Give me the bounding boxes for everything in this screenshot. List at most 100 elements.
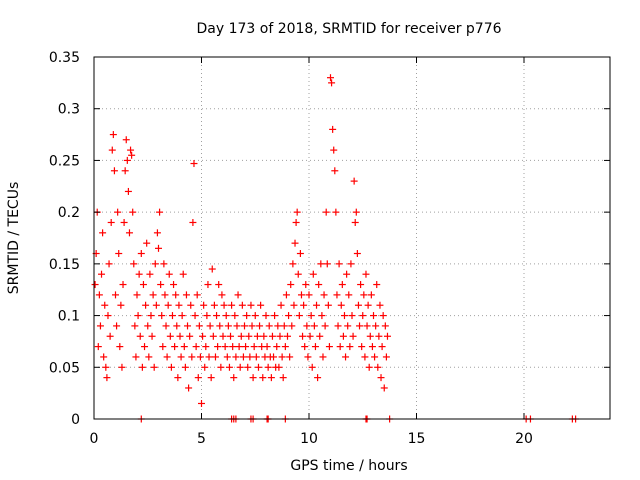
data-point (221, 343, 229, 351)
data-point (373, 281, 381, 289)
data-point (96, 322, 104, 330)
data-point (371, 353, 379, 361)
data-point (334, 322, 342, 330)
data-point (333, 291, 341, 299)
data-point (130, 260, 138, 268)
grid (94, 57, 610, 419)
data-point (139, 281, 147, 289)
data-point (144, 322, 152, 330)
data-point (370, 312, 377, 320)
data-point (185, 384, 193, 392)
data-point (196, 353, 204, 361)
data-point (213, 312, 221, 320)
data-point (194, 374, 202, 382)
data-point (308, 363, 316, 371)
data-point (241, 322, 248, 330)
data-point (288, 322, 296, 330)
data-point (101, 301, 109, 309)
data-point (267, 374, 275, 382)
data-point (271, 312, 279, 320)
data-point (356, 322, 364, 330)
data-point (184, 322, 192, 330)
data-point (372, 322, 380, 330)
data-point (206, 322, 214, 330)
data-point (251, 312, 259, 320)
data-point (297, 291, 305, 299)
data-point (133, 291, 141, 299)
data-point (180, 343, 188, 351)
data-point (201, 363, 209, 371)
x-tick-label: 5 (197, 431, 206, 447)
data-point (378, 343, 386, 351)
data-point (300, 301, 308, 309)
data-point (95, 291, 103, 299)
x-axis-label: GPS time / hours (290, 458, 407, 474)
data-point (151, 260, 159, 268)
data-point (243, 312, 251, 320)
data-point (171, 343, 179, 351)
data-point (128, 151, 136, 159)
data-point (253, 332, 261, 340)
y-axis-label: SRMTID / TECUs (6, 182, 22, 295)
data-point (216, 322, 224, 330)
data-point (199, 332, 207, 340)
data-point (91, 281, 99, 289)
data-point (303, 322, 311, 330)
data-point (299, 332, 307, 340)
data-point (136, 332, 144, 340)
data-point (316, 332, 324, 340)
data-point (304, 353, 312, 361)
data-point (202, 343, 210, 351)
data-point (109, 131, 117, 139)
data-point (278, 353, 286, 361)
data-point (296, 250, 304, 258)
data-point (165, 270, 173, 278)
data-point (325, 343, 333, 351)
data-point (343, 270, 351, 278)
data-point (105, 260, 113, 268)
data-point (166, 332, 174, 340)
data-point (228, 301, 236, 309)
data-point (162, 322, 170, 330)
data-point (118, 363, 126, 371)
data-point (336, 343, 344, 351)
data-point (200, 301, 208, 309)
data-point (291, 239, 299, 247)
data-point (158, 312, 166, 320)
data-point (242, 343, 250, 351)
data-point (137, 250, 145, 258)
data-point (192, 343, 200, 351)
data-point (235, 343, 243, 351)
data-point (163, 353, 171, 361)
data-point (309, 270, 317, 278)
data-point (234, 291, 242, 299)
data-point (193, 291, 201, 299)
data-point (335, 260, 343, 268)
data-point (319, 353, 327, 361)
data-point (150, 363, 158, 371)
data-point (275, 363, 283, 371)
data-point (168, 312, 176, 320)
plot-frame (93, 56, 611, 420)
data-point (164, 301, 172, 309)
data-point (99, 229, 107, 237)
data-point (176, 332, 184, 340)
data-point (222, 312, 230, 320)
data-point (98, 270, 106, 278)
data-point (327, 74, 334, 82)
data-point (110, 167, 118, 175)
data-point (157, 281, 165, 289)
data-point (191, 312, 199, 320)
data-point (146, 270, 154, 278)
data-point (215, 281, 223, 289)
data-point (264, 363, 272, 371)
data-point (227, 332, 235, 340)
data-point (346, 343, 354, 351)
data-point (134, 312, 142, 320)
data-point (122, 136, 130, 144)
data-point (307, 312, 315, 320)
data-point (120, 218, 128, 226)
data-point (260, 332, 268, 340)
data-point (238, 301, 246, 309)
data-point (294, 270, 302, 278)
